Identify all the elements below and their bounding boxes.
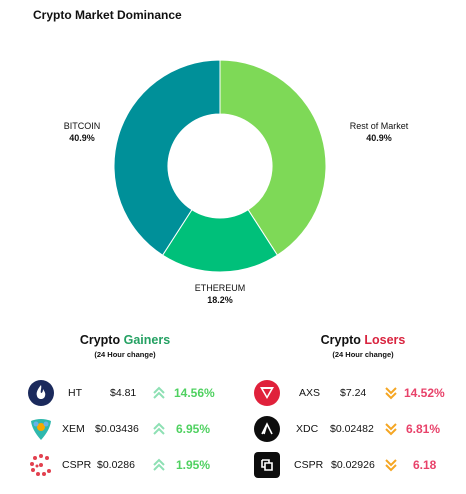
gainer-row[interactable]: CSPR $0.0286 1.95% bbox=[28, 450, 228, 480]
donut-slice-ethereum[interactable] bbox=[161, 209, 279, 273]
loser-change: 6.81% bbox=[406, 422, 441, 436]
down-arrow-icon bbox=[385, 459, 397, 472]
loser-symbol: XDC bbox=[296, 423, 319, 435]
losers-title-highlight: Losers bbox=[364, 333, 406, 347]
down-arrow-icon bbox=[385, 387, 397, 400]
gainer-change: 1.95% bbox=[176, 458, 211, 472]
loser-row[interactable]: XDC $0.02482 6.81% bbox=[254, 414, 459, 444]
gainers-title: Crypto Gainers bbox=[55, 333, 195, 347]
loser-row[interactable]: CSPR $0.02926 6.18 bbox=[254, 450, 459, 480]
gainer-row[interactable]: XEM $0.03436 6.95% bbox=[28, 414, 228, 444]
dominance-donut-chart bbox=[113, 59, 327, 273]
gainer-price: $4.81 bbox=[110, 387, 137, 399]
gainer-price: $0.03436 bbox=[95, 423, 139, 435]
loser-change: 14.52% bbox=[404, 386, 445, 400]
donut-slice-rest-of-market[interactable] bbox=[219, 59, 327, 256]
slice-label-ethereum: ETHEREUM 18.2% bbox=[185, 282, 255, 306]
ht-coin-icon bbox=[28, 380, 54, 406]
gainer-symbol: CSPR bbox=[62, 459, 92, 471]
losers-title: Crypto Losers bbox=[293, 333, 433, 347]
up-arrow-icon bbox=[153, 386, 165, 399]
axs-coin-icon bbox=[254, 380, 280, 406]
up-arrow-icon bbox=[153, 422, 165, 435]
gainer-change: 14.56% bbox=[174, 386, 215, 400]
slice-value-ethereum: 18.2% bbox=[207, 295, 233, 305]
gainers-title-highlight: Gainers bbox=[123, 333, 171, 347]
gainer-symbol: XEM bbox=[62, 423, 85, 435]
loser-row[interactable]: AXS $7.24 14.52% bbox=[254, 378, 459, 408]
chart-title: Crypto Market Dominance bbox=[33, 8, 182, 22]
slice-label-bitcoin: BITCOIN 40.9% bbox=[52, 120, 112, 144]
down-arrow-icon bbox=[385, 423, 397, 436]
slice-value-rest: 40.9% bbox=[366, 133, 392, 143]
slice-name-ethereum: ETHEREUM bbox=[194, 283, 246, 293]
gainers-title-prefix: Crypto bbox=[79, 333, 121, 347]
gainers-header: Crypto Gainers (24 Hour change) bbox=[55, 333, 195, 359]
donut-slice-bitcoin[interactable] bbox=[113, 59, 221, 256]
xem-coin-icon bbox=[28, 416, 54, 442]
loser-price: $7.24 bbox=[340, 387, 367, 399]
losers-header: Crypto Losers (24 Hour change) bbox=[293, 333, 433, 359]
gainer-row[interactable]: HT $4.81 14.56% bbox=[28, 378, 228, 408]
slice-label-rest: Rest of Market 40.9% bbox=[334, 120, 424, 144]
gainer-change: 6.95% bbox=[176, 422, 211, 436]
slice-name-bitcoin: BITCOIN bbox=[63, 121, 101, 131]
loser-symbol: AXS bbox=[299, 387, 321, 399]
loser-price: $0.02926 bbox=[331, 459, 375, 471]
losers-title-prefix: Crypto bbox=[320, 333, 361, 347]
gainer-price: $0.0286 bbox=[97, 459, 135, 471]
gainers-subtitle: (24 Hour change) bbox=[94, 350, 156, 359]
loser-change: 6.18 bbox=[413, 458, 437, 472]
loser-symbol: CSPR bbox=[294, 459, 324, 471]
slice-name-rest: Rest of Market bbox=[349, 121, 409, 131]
up-arrow-icon bbox=[153, 458, 165, 471]
cspr-coin-icon bbox=[254, 452, 280, 478]
slice-value-bitcoin: 40.9% bbox=[69, 133, 95, 143]
cspr-coin-icon bbox=[28, 452, 54, 478]
loser-price: $0.02482 bbox=[330, 423, 374, 435]
losers-subtitle: (24 Hour change) bbox=[332, 350, 394, 359]
gainer-symbol: HT bbox=[68, 387, 82, 399]
xdc-coin-icon bbox=[254, 416, 280, 442]
